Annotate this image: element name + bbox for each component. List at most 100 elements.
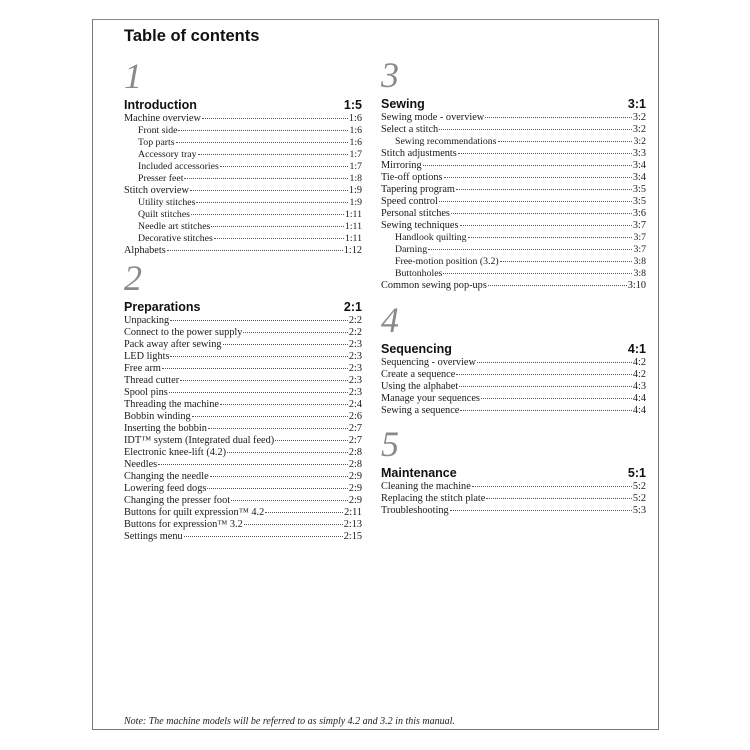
toc-entry[interactable]: IDT™ system (Integrated dual feed) 2:7 [124, 435, 362, 447]
toc-entry[interactable]: Sewing techniques 3:7 [381, 220, 646, 232]
toc-entry[interactable]: Tie-off options 3:4 [381, 172, 646, 184]
toc-entry[interactable]: Connect to the power supply 2:2 [124, 327, 362, 339]
toc-entry[interactable]: Settings menu 2:15 [124, 531, 362, 543]
toc-entry[interactable]: Tapering program 3:5 [381, 184, 646, 196]
toc-entry[interactable]: Cleaning the machine 5:2 [381, 481, 646, 493]
chapter-heading[interactable]: Sequencing 4:1 [381, 342, 646, 357]
toc-entry[interactable]: Bobbin winding 2:6 [124, 411, 362, 423]
dot-leader [499, 261, 633, 262]
entry-page: 3:7 [633, 244, 646, 255]
entry-page: 2:7 [348, 435, 362, 446]
toc-entry[interactable]: Changing the presser foot 2:9 [124, 495, 362, 507]
toc-entry[interactable]: Free-motion position (3.2) 3:8 [381, 256, 646, 268]
chapter-heading[interactable]: Sewing 3:1 [381, 97, 646, 112]
entry-label: Sewing techniques [381, 220, 459, 231]
dot-leader [190, 214, 344, 215]
toc-entry[interactable]: Changing the needle 2:9 [124, 471, 362, 483]
dot-leader [166, 250, 343, 251]
dot-leader [158, 464, 348, 465]
chapter-heading[interactable]: Introduction 1:5 [124, 98, 362, 113]
toc-entry[interactable]: Stitch adjustments 3:3 [381, 148, 646, 160]
toc-entry[interactable]: Needle art stitches 1:11 [124, 221, 362, 233]
toc-entry[interactable]: Sewing mode - overview 3:2 [381, 112, 646, 124]
toc-entry[interactable]: Pack away after sewing 2:3 [124, 339, 362, 351]
dot-leader [455, 189, 632, 190]
chapter-heading[interactable]: Maintenance 5:1 [381, 466, 646, 481]
toc-entry[interactable]: Create a sequence 4:2 [381, 369, 646, 381]
entry-label: Needle art stitches [138, 221, 211, 232]
chapter-number: 5 [381, 424, 399, 464]
dot-leader [439, 129, 632, 130]
toc-entry[interactable]: Included accessories 1:7 [124, 161, 362, 173]
toc-entry[interactable]: Manage your sequences 4:4 [381, 393, 646, 405]
toc-entry[interactable]: Darning 3:7 [381, 244, 646, 256]
toc-entry[interactable]: Needles 2:8 [124, 459, 362, 471]
dot-leader [243, 524, 343, 525]
entry-label: Front side [138, 125, 178, 136]
toc-entry[interactable]: LED lights 2:3 [124, 351, 362, 363]
entry-page: 2:3 [348, 351, 362, 362]
toc-entry[interactable]: Sewing recommendations 3:2 [381, 136, 646, 148]
toc-entry[interactable]: Threading the machine 2:4 [124, 399, 362, 411]
toc-entry[interactable]: Handlook quilting 3:7 [381, 232, 646, 244]
toc-entry[interactable]: Unpacking 2:2 [124, 315, 362, 327]
toc-entry[interactable]: Quilt stitches 1:11 [124, 209, 362, 221]
toc-entry[interactable]: Buttons for expression™ 3.2 2:13 [124, 519, 362, 531]
toc-entry[interactable]: Using the alphabet 4:3 [381, 381, 646, 393]
entry-label: Needles [124, 459, 158, 470]
dot-leader [168, 392, 348, 393]
entry-page: 1:8 [349, 173, 362, 184]
toc-entry[interactable]: Select a stitch 3:2 [381, 124, 646, 136]
toc-entry[interactable]: Stitch overview 1:9 [124, 185, 362, 197]
entry-page: 5:2 [632, 493, 646, 504]
toc-entry[interactable]: Buttons for quilt expression™ 4.2 2:11 [124, 507, 362, 519]
toc-entry[interactable]: Thread cutter 2:3 [124, 375, 362, 387]
entry-page: 1:7 [349, 149, 362, 160]
toc-entry[interactable]: Alphabets 1:12 [124, 245, 362, 257]
chapter-title: Sequencing [381, 342, 452, 356]
toc-entry[interactable]: Sewing a sequence 4:4 [381, 405, 646, 417]
toc-entry[interactable]: Front side 1:6 [124, 125, 362, 137]
toc-entry[interactable]: Free arm 2:3 [124, 363, 362, 375]
dot-leader [170, 356, 348, 357]
dot-leader [222, 344, 348, 345]
dot-leader [443, 273, 633, 274]
toc-entry[interactable]: Mirroring 3:4 [381, 160, 646, 172]
toc-entry[interactable]: Inserting the bobbin 2:7 [124, 423, 362, 435]
toc-entry[interactable]: Accessory tray 1:7 [124, 149, 362, 161]
dot-leader [209, 476, 348, 477]
entry-label: Handlook quilting [395, 232, 467, 243]
toc-entry[interactable]: Decorative stitches 1:11 [124, 233, 362, 245]
toc-entry[interactable]: Speed control 3:5 [381, 196, 646, 208]
dot-leader [213, 238, 344, 239]
toc-entry[interactable]: Top parts 1:6 [124, 137, 362, 149]
toc-entry[interactable]: Presser feet 1:8 [124, 173, 362, 185]
entry-label: Sewing a sequence [381, 405, 460, 416]
toc-entry[interactable]: Sequencing - overview 4:2 [381, 357, 646, 369]
entry-label: Tie-off options [381, 172, 443, 183]
entry-page: 2:3 [348, 375, 362, 386]
toc-entry[interactable]: Replacing the stitch plate 5:2 [381, 493, 646, 505]
dot-leader [497, 141, 633, 142]
entry-page: 1:6 [349, 125, 362, 136]
entry-label: Select a stitch [381, 124, 439, 135]
toc-entry[interactable]: Electronic knee-lift (4.2) 2:8 [124, 447, 362, 459]
toc-entry[interactable]: Common sewing pop-ups 3:10 [381, 280, 646, 292]
toc-entry[interactable]: Machine overview 1:6 [124, 113, 362, 125]
entry-label: Unpacking [124, 315, 170, 326]
entry-page: 1:12 [343, 245, 362, 256]
toc-entry[interactable]: Utility stitches 1:9 [124, 197, 362, 209]
entry-label: Changing the presser foot [124, 495, 231, 506]
toc-entry[interactable]: Lowering feed dogs 2:9 [124, 483, 362, 495]
dot-leader [449, 510, 632, 511]
entry-page: 3:7 [632, 220, 646, 231]
entry-page: 2:3 [348, 387, 362, 398]
toc-entry[interactable]: Spool pins 2:3 [124, 387, 362, 399]
chapter-heading[interactable]: Preparations 2:1 [124, 300, 362, 315]
toc-entry[interactable]: Troubleshooting 5:3 [381, 505, 646, 517]
entry-page: 3:2 [633, 136, 646, 147]
toc-entry[interactable]: Buttonholes 3:8 [381, 268, 646, 280]
dot-leader [231, 500, 348, 501]
entry-label: Quilt stitches [138, 209, 190, 220]
toc-entry[interactable]: Personal stitches 3:6 [381, 208, 646, 220]
